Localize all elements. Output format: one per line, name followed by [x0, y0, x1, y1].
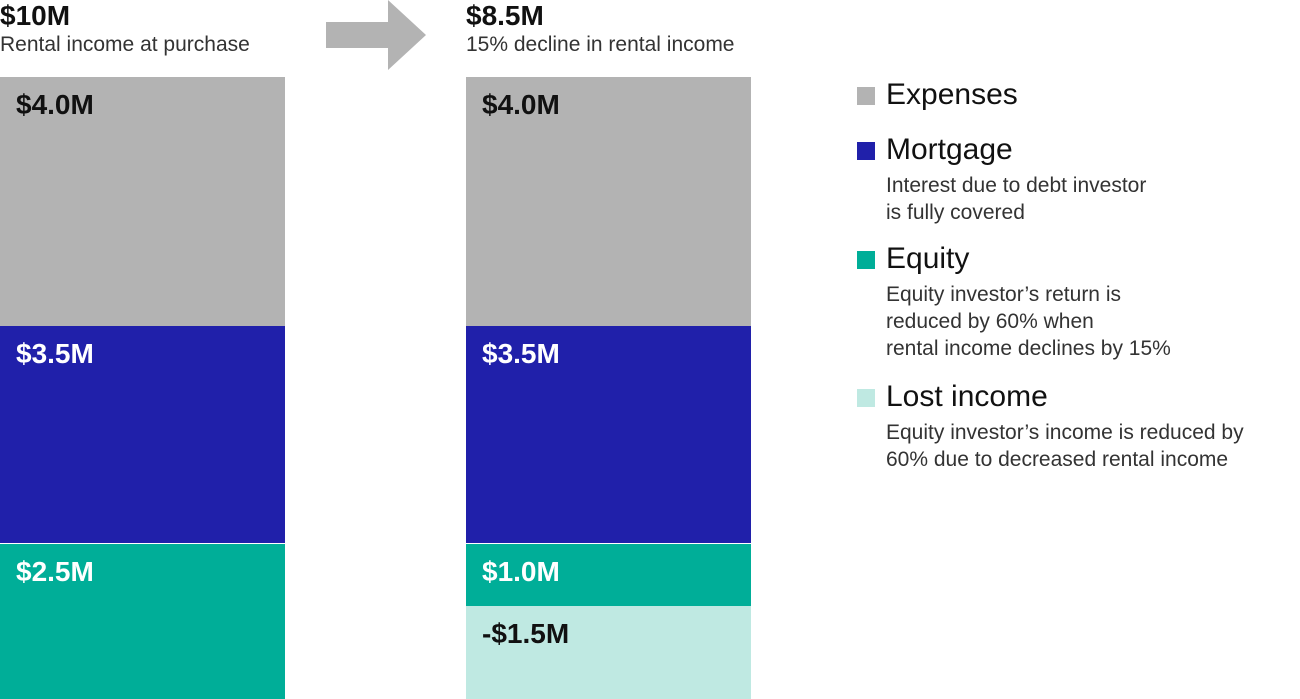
segment-label: $4.0M: [482, 89, 560, 120]
segment-label: $3.5M: [16, 337, 94, 369]
segment-label: $3.5M: [482, 337, 560, 369]
arrow-right-icon: [326, 0, 426, 70]
legend-desc: Equity investor’s return is reduced by 6…: [886, 283, 1171, 360]
legend-title: Expenses: [886, 78, 1018, 111]
segment-expenses: $4.0M: [466, 77, 751, 326]
legend-desc: Interest due to debt investor is fully c…: [886, 174, 1147, 224]
legend-title: Equity: [886, 242, 970, 275]
segment-mortgage: $3.5M: [0, 325, 285, 544]
segment-label: $1.0M: [482, 555, 560, 587]
segment-label: $4.0M: [16, 89, 94, 120]
category-purchase: Rental income at purchase: [0, 33, 250, 56]
legend-title: Lost income: [886, 380, 1048, 413]
legend-swatch: [857, 389, 875, 407]
segment-equity: $1.0M: [466, 543, 751, 606]
segment-mortgage: $3.5M: [466, 325, 751, 544]
segment-equity: $2.5M: [0, 543, 285, 699]
bar-purchase: $4.0M $3.5M $2.5M: [0, 77, 285, 699]
total-decline: $8.5M: [466, 0, 544, 31]
total-purchase: $10M: [0, 0, 71, 31]
segment-lost-income: -$1.5M: [466, 605, 751, 699]
legend-swatch: [857, 251, 875, 269]
segment-expenses: $4.0M: [0, 77, 285, 326]
segment-label: -$1.5M: [482, 617, 570, 649]
bar-decline: $4.0M $3.5M $1.0M -$1.5M: [466, 77, 751, 699]
category-decline: 15% decline in rental income: [466, 33, 735, 56]
header-decline: $8.5M 15% decline in rental income: [466, 0, 735, 58]
header-purchase: $10M Rental income at purchase: [0, 0, 250, 58]
legend-title: Mortgage: [886, 133, 1013, 166]
legend-swatch: [857, 87, 875, 105]
segment-label: $2.5M: [16, 555, 94, 587]
legend-desc: Equity investor’s income is reduced by 6…: [886, 421, 1244, 471]
legend-swatch: [857, 142, 875, 160]
